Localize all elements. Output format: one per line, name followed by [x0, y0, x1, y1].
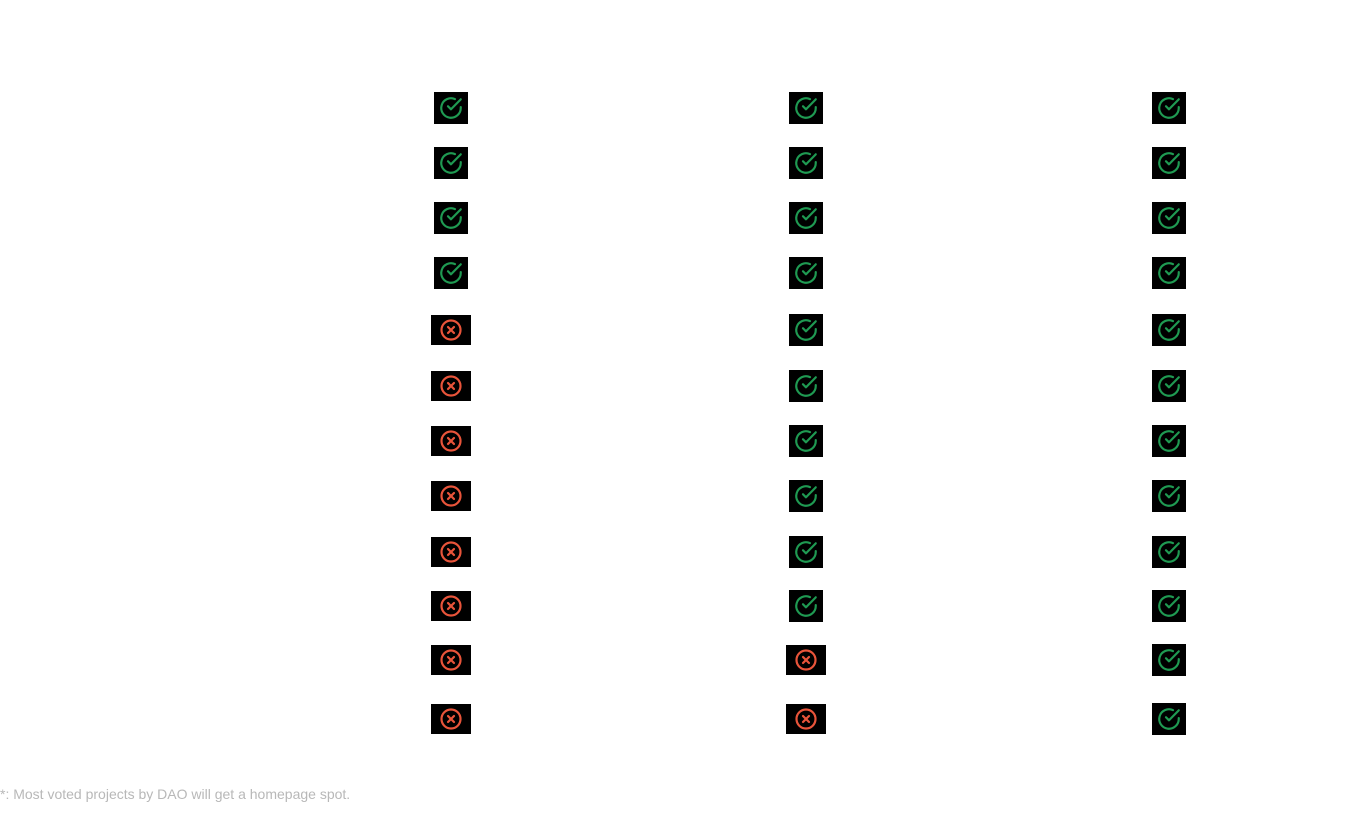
check-circle-icon [1156, 317, 1182, 343]
check-circle-icon [1156, 593, 1182, 619]
status-cell [1152, 644, 1186, 676]
check-circle-icon [1156, 150, 1182, 176]
check-circle-icon [793, 317, 819, 343]
check-circle-icon [438, 205, 464, 231]
x-circle-icon [794, 707, 818, 731]
check-circle-icon [1156, 95, 1182, 121]
footnote: *: Most voted projects by DAO will get a… [0, 786, 351, 802]
x-circle-icon [794, 648, 818, 672]
check-circle-icon [793, 428, 819, 454]
check-circle-icon [1156, 539, 1182, 565]
status-cell [431, 315, 471, 345]
status-cell [1152, 703, 1186, 735]
check-circle-icon [1156, 205, 1182, 231]
x-circle-icon [439, 540, 463, 564]
check-circle-icon [793, 260, 819, 286]
check-circle-icon [793, 150, 819, 176]
status-cell [434, 92, 468, 124]
status-cell [789, 370, 823, 402]
check-circle-icon [793, 205, 819, 231]
status-cell [434, 202, 468, 234]
status-cell [1152, 314, 1186, 346]
status-cell [1152, 425, 1186, 457]
check-circle-icon [1156, 428, 1182, 454]
status-cell [431, 537, 471, 567]
check-circle-icon [793, 483, 819, 509]
check-circle-icon [1156, 373, 1182, 399]
status-cell [431, 645, 471, 675]
status-cell [1152, 257, 1186, 289]
x-circle-icon [439, 374, 463, 398]
status-cell [1152, 480, 1186, 512]
x-circle-icon [439, 318, 463, 342]
status-cell [431, 481, 471, 511]
check-circle-icon [793, 593, 819, 619]
check-circle-icon [1156, 647, 1182, 673]
x-circle-icon [439, 707, 463, 731]
status-cell [789, 314, 823, 346]
status-cell [1152, 590, 1186, 622]
status-cell [789, 480, 823, 512]
x-circle-icon [439, 484, 463, 508]
x-circle-icon [439, 429, 463, 453]
status-cell [431, 371, 471, 401]
x-circle-icon [439, 594, 463, 618]
status-cell [1152, 202, 1186, 234]
status-cell [431, 426, 471, 456]
status-cell [1152, 147, 1186, 179]
x-circle-icon [439, 648, 463, 672]
status-cell [789, 147, 823, 179]
status-cell [789, 92, 823, 124]
status-cell [431, 591, 471, 621]
status-cell [1152, 370, 1186, 402]
status-cell [1152, 536, 1186, 568]
status-cell [434, 147, 468, 179]
check-circle-icon [1156, 483, 1182, 509]
status-cell [789, 257, 823, 289]
status-cell [1152, 92, 1186, 124]
status-cell [786, 704, 826, 734]
check-circle-icon [793, 539, 819, 565]
check-circle-icon [793, 95, 819, 121]
check-circle-icon [1156, 706, 1182, 732]
status-cell [789, 590, 823, 622]
status-cell [431, 704, 471, 734]
status-cell [434, 257, 468, 289]
check-circle-icon [438, 150, 464, 176]
check-circle-icon [1156, 260, 1182, 286]
check-circle-icon [438, 260, 464, 286]
status-cell [789, 425, 823, 457]
status-cell [789, 536, 823, 568]
status-cell [786, 645, 826, 675]
status-cell [789, 202, 823, 234]
check-circle-icon [793, 373, 819, 399]
feature-comparison-grid [431, 92, 1186, 735]
check-circle-icon [438, 95, 464, 121]
